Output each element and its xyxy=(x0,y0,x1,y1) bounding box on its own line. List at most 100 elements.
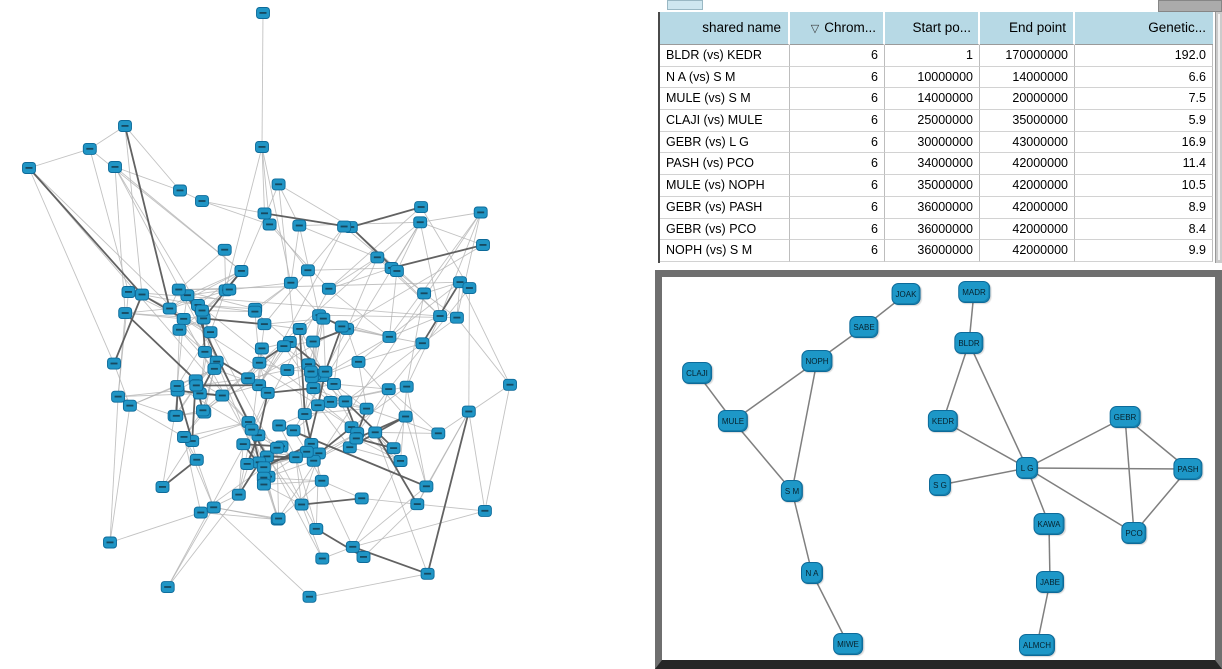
table-row[interactable]: GEBR (vs) L G 6 30000000 43000000 16.9 xyxy=(660,131,1215,154)
network-node[interactable] xyxy=(22,162,36,174)
network-node-claji[interactable]: CLAJI xyxy=(682,362,712,384)
filter-icon[interactable]: ▽ xyxy=(810,23,820,35)
network-node[interactable] xyxy=(449,311,464,324)
network-node[interactable] xyxy=(256,461,271,474)
network-edge[interactable] xyxy=(939,467,1028,486)
network-node[interactable] xyxy=(297,408,312,421)
network-node[interactable] xyxy=(314,474,329,487)
network-node-na[interactable]: N A xyxy=(801,562,823,584)
network-edge[interactable] xyxy=(732,360,818,422)
network-node[interactable] xyxy=(503,378,517,391)
network-node[interactable] xyxy=(461,405,476,418)
network-node[interactable] xyxy=(241,372,256,385)
network-node[interactable] xyxy=(189,453,204,466)
network-node[interactable] xyxy=(334,320,349,333)
table-row[interactable]: CLAJI (vs) MULE 6 25000000 35000000 5.9 xyxy=(660,110,1215,132)
network-node[interactable] xyxy=(399,380,414,393)
network-node[interactable] xyxy=(135,288,149,301)
network-node[interactable] xyxy=(231,488,246,501)
network-node[interactable] xyxy=(260,386,275,399)
column-header-shared-name[interactable]: shared name xyxy=(660,12,790,45)
network-node[interactable] xyxy=(473,206,488,219)
network-node[interactable] xyxy=(356,551,371,563)
network-node[interactable] xyxy=(370,251,385,264)
network-node[interactable] xyxy=(311,399,325,412)
network-node[interactable] xyxy=(177,431,191,443)
network-edge[interactable] xyxy=(1026,467,1189,470)
network-node[interactable] xyxy=(252,356,267,369)
network-node[interactable] xyxy=(393,455,408,467)
network-node[interactable] xyxy=(206,501,221,514)
table-row[interactable]: PASH (vs) PCO 6 34000000 42000000 11.4 xyxy=(660,153,1215,176)
network-node[interactable] xyxy=(195,195,209,208)
network-node[interactable] xyxy=(215,389,230,402)
network-node-jabe[interactable]: JABE xyxy=(1035,571,1065,593)
network-node[interactable] xyxy=(316,312,331,325)
column-header-end-point[interactable]: End point xyxy=(980,12,1075,45)
network-node[interactable] xyxy=(302,590,317,603)
network-node[interactable] xyxy=(306,382,321,395)
network-node[interactable] xyxy=(195,404,210,417)
network-node[interactable] xyxy=(318,365,333,378)
network-node[interactable] xyxy=(415,337,430,350)
network-node[interactable] xyxy=(255,141,269,153)
network-node[interactable] xyxy=(171,283,186,296)
network-node[interactable] xyxy=(309,522,324,535)
column-header-chromosome[interactable]: ▽ Chrom... xyxy=(790,12,885,45)
network-node[interactable] xyxy=(398,410,413,423)
network-node-miwe[interactable]: MIWE xyxy=(833,633,863,655)
network-node[interactable] xyxy=(160,581,175,594)
network-node[interactable] xyxy=(197,345,212,358)
network-node[interactable] xyxy=(107,357,121,370)
network-node[interactable] xyxy=(276,340,291,353)
network-node[interactable] xyxy=(292,219,307,232)
network-node-kedr[interactable]: KEDR xyxy=(927,410,959,432)
network-node[interactable] xyxy=(323,395,338,408)
network-node[interactable] xyxy=(337,220,352,233)
network-node[interactable] xyxy=(292,323,307,335)
network-node[interactable] xyxy=(207,362,222,375)
network-node[interactable] xyxy=(170,380,185,393)
network-edge[interactable] xyxy=(968,342,1028,469)
network-node[interactable] xyxy=(410,498,425,511)
network-node[interactable] xyxy=(321,282,336,295)
network-edge[interactable] xyxy=(791,360,818,492)
column-header-genetic[interactable]: Genetic... xyxy=(1075,12,1213,45)
network-node[interactable] xyxy=(431,427,446,440)
network-node[interactable] xyxy=(477,504,492,517)
network-node[interactable] xyxy=(389,265,404,278)
network-edge[interactable] xyxy=(791,490,813,574)
network-node[interactable] xyxy=(162,302,177,315)
selected-subnetwork-view[interactable]: JOAK MADR SABE BLDR NOPH CLAJI MULE KEDR GEBR L G… xyxy=(655,270,1222,669)
network-node[interactable] xyxy=(381,383,396,396)
network-node-madr[interactable]: MADR xyxy=(958,281,990,303)
network-node[interactable] xyxy=(271,512,286,525)
network-node[interactable] xyxy=(413,216,428,229)
network-node[interactable] xyxy=(118,120,132,132)
table-row[interactable]: GEBR (vs) PCO 6 36000000 42000000 8.4 xyxy=(660,218,1215,241)
network-edge[interactable] xyxy=(1026,467,1135,534)
network-node[interactable] xyxy=(256,7,270,19)
network-node[interactable] xyxy=(345,540,360,553)
network-node-sabe[interactable]: SABE xyxy=(849,316,879,338)
network-node[interactable] xyxy=(217,243,232,256)
network-edge[interactable] xyxy=(1026,416,1126,469)
network-node[interactable] xyxy=(414,201,429,214)
network-edge[interactable] xyxy=(732,420,793,492)
network-node[interactable] xyxy=(189,379,204,392)
network-node[interactable] xyxy=(234,265,249,277)
network-node-joak[interactable]: JOAK xyxy=(891,283,921,305)
network-node[interactable] xyxy=(382,330,397,343)
network-node[interactable] xyxy=(257,207,272,220)
network-node[interactable] xyxy=(256,478,271,491)
network-node[interactable] xyxy=(306,335,321,348)
table-row[interactable]: NOPH (vs) S M 6 36000000 42000000 9.9 xyxy=(660,240,1215,262)
network-node[interactable] xyxy=(283,276,298,289)
network-node[interactable] xyxy=(433,310,448,323)
network-node[interactable] xyxy=(476,239,490,251)
network-edge[interactable] xyxy=(942,420,1028,469)
large-network-view[interactable] xyxy=(0,0,650,669)
network-node[interactable] xyxy=(359,402,374,415)
network-node[interactable] xyxy=(271,178,286,191)
network-node[interactable] xyxy=(417,287,432,300)
